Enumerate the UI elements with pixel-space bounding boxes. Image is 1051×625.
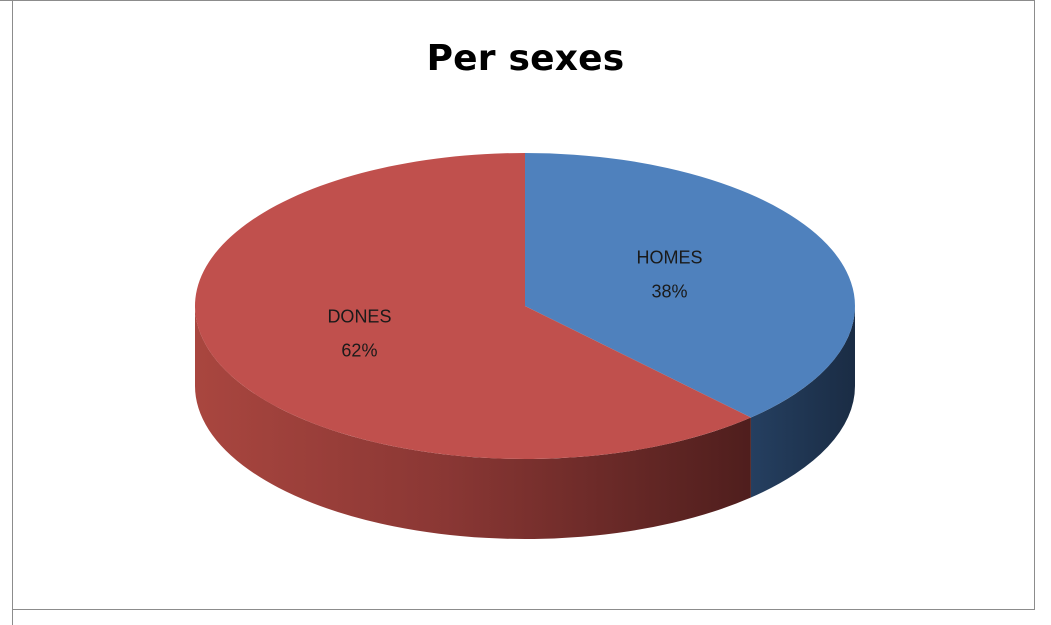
data-label-category-homes: HOMES	[637, 248, 703, 268]
frame-right-border	[1034, 0, 1035, 610]
data-label-value-dones: 62%	[341, 340, 377, 360]
frame-bottom-border	[12, 609, 1035, 610]
frame-left-border	[12, 0, 13, 625]
pie-slice-homes	[525, 153, 855, 418]
data-label-category-dones: DONES	[327, 306, 391, 326]
frame-top-border	[0, 0, 1035, 1]
data-label-value-homes: 38%	[652, 282, 688, 302]
pie-side-homes	[750, 306, 855, 498]
chart-title: Per sexes	[426, 38, 625, 79]
pie-slice-dones	[194, 152, 751, 459]
pie-side-dones	[195, 306, 751, 539]
